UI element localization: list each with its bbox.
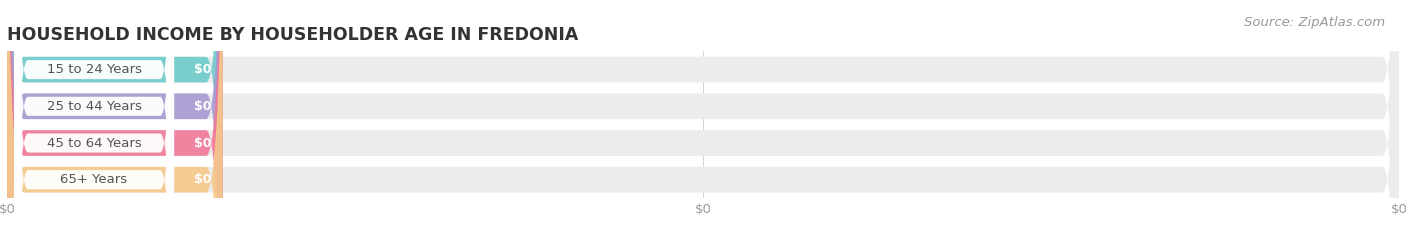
FancyBboxPatch shape	[14, 0, 174, 233]
Text: $0: $0	[194, 173, 212, 186]
FancyBboxPatch shape	[7, 0, 1399, 233]
Text: Source: ZipAtlas.com: Source: ZipAtlas.com	[1244, 16, 1385, 29]
FancyBboxPatch shape	[7, 0, 222, 233]
FancyBboxPatch shape	[14, 0, 174, 233]
FancyBboxPatch shape	[7, 0, 222, 233]
FancyBboxPatch shape	[14, 0, 174, 233]
Text: 15 to 24 Years: 15 to 24 Years	[46, 63, 142, 76]
Text: $0: $0	[194, 137, 212, 150]
FancyBboxPatch shape	[14, 0, 174, 233]
FancyBboxPatch shape	[7, 0, 1399, 233]
Text: 45 to 64 Years: 45 to 64 Years	[46, 137, 142, 150]
Text: 65+ Years: 65+ Years	[60, 173, 128, 186]
Text: HOUSEHOLD INCOME BY HOUSEHOLDER AGE IN FREDONIA: HOUSEHOLD INCOME BY HOUSEHOLDER AGE IN F…	[7, 26, 578, 44]
Text: 25 to 44 Years: 25 to 44 Years	[46, 100, 142, 113]
Text: $0: $0	[194, 100, 212, 113]
FancyBboxPatch shape	[7, 0, 222, 233]
FancyBboxPatch shape	[7, 0, 1399, 233]
FancyBboxPatch shape	[7, 0, 1399, 233]
FancyBboxPatch shape	[7, 0, 222, 233]
Text: $0: $0	[194, 63, 212, 76]
